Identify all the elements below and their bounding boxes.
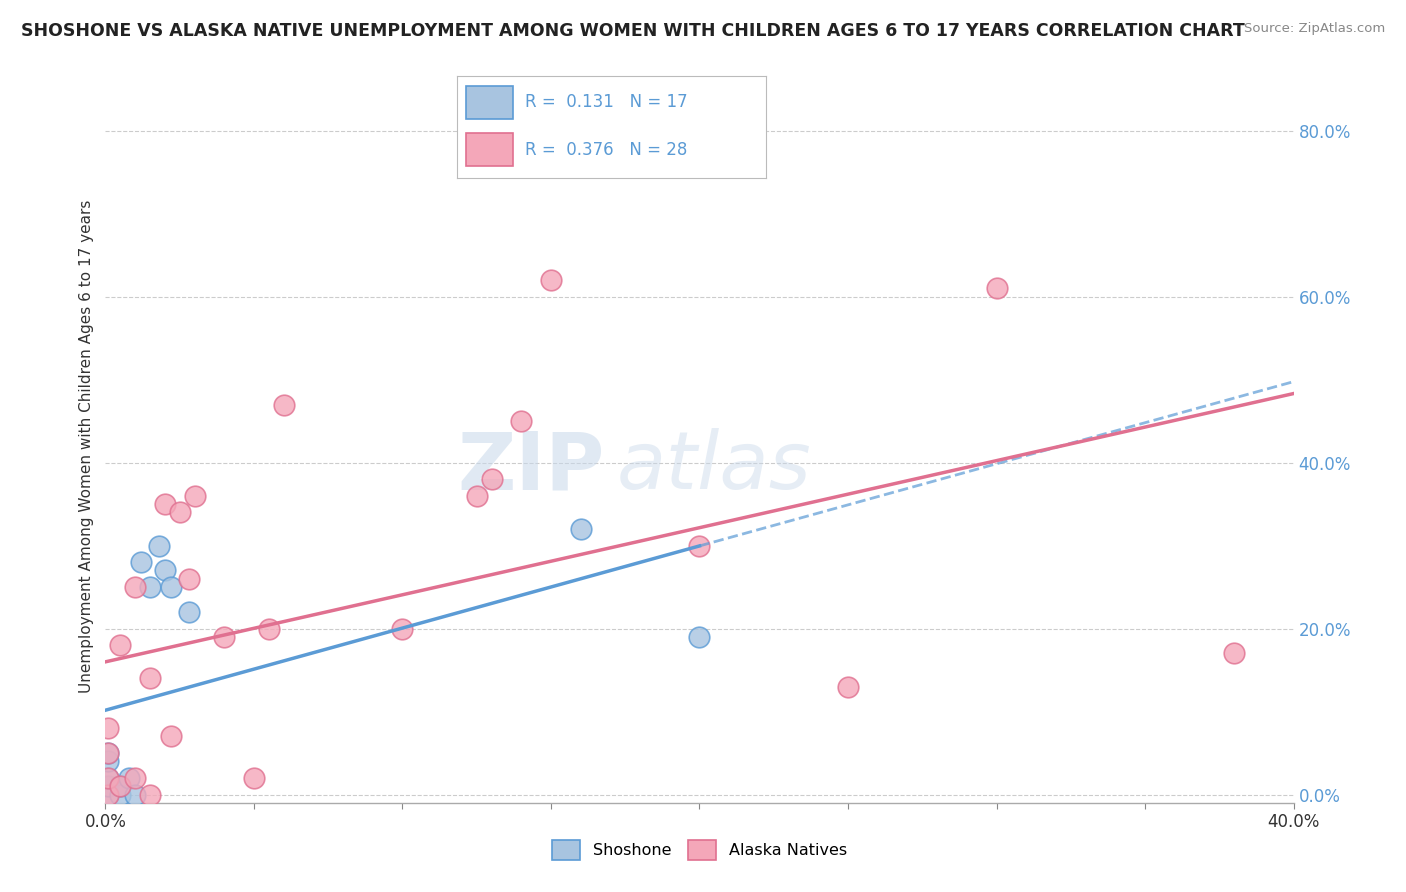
Text: atlas: atlas	[616, 428, 811, 507]
Point	[139, 788, 162, 802]
Point	[110, 788, 132, 802]
Legend: Shoshone, Alaska Natives: Shoshone, Alaska Natives	[546, 834, 853, 866]
Point	[214, 630, 236, 644]
Text: R =  0.131   N = 17: R = 0.131 N = 17	[524, 94, 688, 112]
Point	[169, 505, 191, 519]
Point	[124, 788, 146, 802]
Point	[124, 580, 146, 594]
Point	[273, 397, 295, 411]
Point	[183, 489, 205, 503]
Point	[139, 671, 162, 685]
Point	[481, 472, 503, 486]
Point	[97, 788, 120, 802]
Point	[97, 788, 120, 802]
Point	[465, 489, 488, 503]
Point	[97, 771, 120, 785]
Point	[510, 414, 533, 428]
Point	[159, 730, 181, 744]
Point	[689, 630, 711, 644]
FancyBboxPatch shape	[467, 87, 513, 119]
Y-axis label: Unemployment Among Women with Children Ages 6 to 17 years: Unemployment Among Women with Children A…	[79, 199, 94, 693]
Point	[97, 779, 120, 793]
Point	[159, 580, 181, 594]
Point	[153, 497, 176, 511]
Point	[1223, 647, 1246, 661]
Text: Source: ZipAtlas.com: Source: ZipAtlas.com	[1244, 22, 1385, 36]
Point	[97, 771, 120, 785]
Point	[689, 539, 711, 553]
Point	[391, 622, 413, 636]
Point	[118, 771, 141, 785]
Point	[97, 746, 120, 760]
Point	[110, 779, 132, 793]
Point	[837, 680, 859, 694]
Point	[569, 522, 592, 536]
Point	[177, 572, 200, 586]
Point	[257, 622, 280, 636]
Text: ZIP: ZIP	[457, 428, 605, 507]
FancyBboxPatch shape	[467, 133, 513, 166]
Point	[139, 580, 162, 594]
Point	[129, 555, 152, 569]
Point	[243, 771, 266, 785]
Point	[148, 539, 170, 553]
Text: R =  0.376   N = 28: R = 0.376 N = 28	[524, 141, 688, 159]
Point	[110, 638, 132, 652]
Point	[986, 281, 1008, 295]
Point	[97, 721, 120, 735]
Point	[97, 754, 120, 768]
Point	[124, 771, 146, 785]
Point	[110, 779, 132, 793]
Point	[153, 564, 176, 578]
Point	[177, 605, 200, 619]
Text: SHOSHONE VS ALASKA NATIVE UNEMPLOYMENT AMONG WOMEN WITH CHILDREN AGES 6 TO 17 YE: SHOSHONE VS ALASKA NATIVE UNEMPLOYMENT A…	[21, 22, 1244, 40]
Point	[97, 746, 120, 760]
Point	[540, 273, 562, 287]
